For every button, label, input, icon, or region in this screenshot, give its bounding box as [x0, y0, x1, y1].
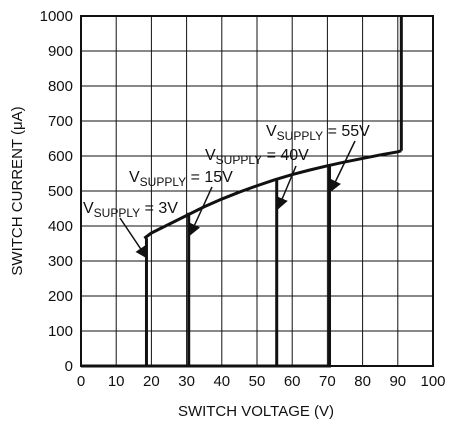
- y-tick-label: 500: [48, 183, 73, 200]
- annotation-sub: SUPPLY: [216, 153, 262, 167]
- annotation-sub: SUPPLY: [140, 175, 186, 189]
- annotation-label-2: VSUPPLY = 40V: [205, 147, 309, 167]
- y-axis-label: SWITCH CURRENT (μA): [9, 106, 26, 275]
- x-tick-label: 10: [108, 373, 125, 390]
- y-tick-label: 100: [48, 323, 73, 340]
- plot-frame: [80, 15, 434, 367]
- annotation-rest: = 3V: [140, 200, 178, 217]
- annotation-label-0: VSUPPLY = 3V: [83, 200, 178, 220]
- annotation-main: V: [83, 200, 94, 217]
- y-tick-label: 600: [48, 148, 73, 165]
- x-tick-label: 30: [178, 373, 195, 390]
- x-tick-label: 90: [389, 373, 406, 390]
- annotation-main: V: [205, 147, 216, 164]
- annotation-label-3: VSUPPLY = 55V: [266, 123, 370, 143]
- x-tick-label: 70: [319, 373, 336, 390]
- annotation-rest: = 40V: [262, 147, 309, 164]
- annotation-arrow-1: [189, 186, 213, 236]
- series-line-0: [81, 238, 148, 368]
- envelope-curve: [143, 149, 402, 240]
- y-tick-label: 900: [48, 43, 73, 60]
- y-tick-label: 200: [48, 288, 73, 305]
- y-tick-label: 700: [48, 113, 73, 130]
- grid: [80, 15, 434, 367]
- annotation-arrow-0: [119, 217, 148, 259]
- y-tick-label: 800: [48, 78, 73, 95]
- y-tick-label: 400: [48, 218, 73, 235]
- annotation-rest: = 55V: [323, 123, 370, 140]
- annotation-sub: SUPPLY: [94, 206, 140, 220]
- annotation-arrow-3: [330, 140, 356, 193]
- annotation-rest: = 15V: [186, 169, 233, 186]
- annotation-sub: SUPPLY: [277, 129, 323, 143]
- x-tick-label: 0: [77, 373, 85, 390]
- x-tick-label: 60: [284, 373, 301, 390]
- x-tick-label: 50: [249, 373, 266, 390]
- y-tick-label: 1000: [40, 8, 73, 25]
- x-tick-label: 20: [143, 373, 160, 390]
- annotation-main: V: [129, 169, 140, 186]
- annotation-label-1: VSUPPLY = 15V: [129, 169, 233, 189]
- y-tick-label: 0: [65, 358, 73, 375]
- x-tick-label: 80: [354, 373, 371, 390]
- x-tick-label: 100: [420, 373, 445, 390]
- annotation-arrow-2: [276, 165, 297, 210]
- series-line-1: [81, 212, 191, 368]
- y-tick-label: 300: [48, 253, 73, 270]
- tick-labels: 0 10 20 30 40 50 60 70 80 90 100010020030040050060…: [40, 8, 446, 390]
- x-axis-label: SWITCH VOLTAGE (V): [178, 403, 334, 420]
- annotation-main: V: [266, 123, 277, 140]
- x-tick-label: 40: [213, 373, 230, 390]
